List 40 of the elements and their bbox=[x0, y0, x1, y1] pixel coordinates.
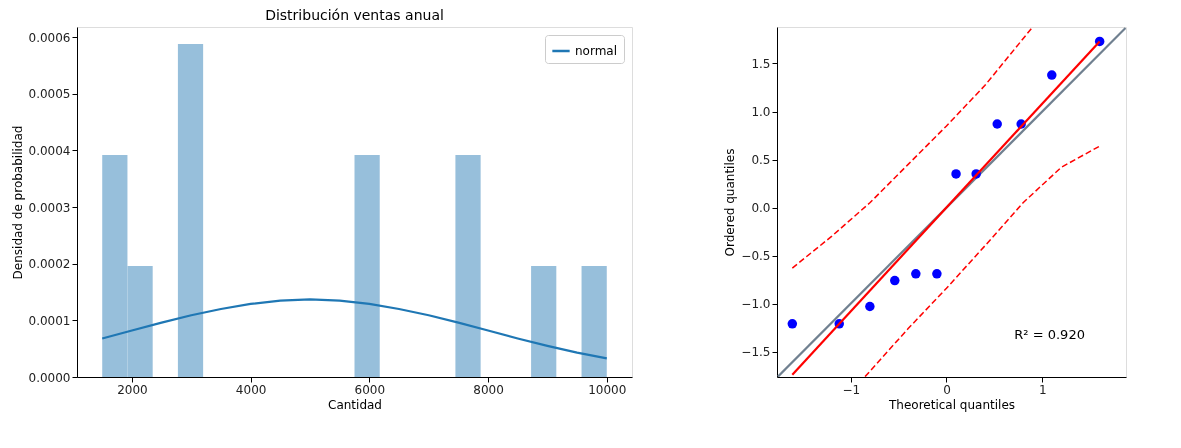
y-tick-label: 0.0003 bbox=[28, 200, 71, 215]
line-series bbox=[791, 27, 1034, 269]
x-tick-label: −1 bbox=[842, 382, 861, 397]
y-axis-title: Ordered quantiles bbox=[723, 148, 738, 257]
point bbox=[890, 275, 900, 286]
line-series bbox=[864, 145, 1101, 377]
y-tick-label: 1.0 bbox=[751, 105, 771, 120]
y-tick-label: −1.5 bbox=[741, 345, 771, 360]
y-tick-label: 0.0004 bbox=[28, 143, 71, 158]
point bbox=[1047, 70, 1057, 80]
y-tick-label: 0.0005 bbox=[28, 87, 71, 102]
y-tick-label: −0.5 bbox=[741, 249, 771, 264]
point bbox=[992, 119, 1002, 129]
point bbox=[932, 269, 942, 279]
x-axis-title: Cantidad bbox=[328, 397, 382, 412]
y-tick-label: 0.0006 bbox=[28, 30, 71, 45]
y-tick-label: 0.0000 bbox=[28, 370, 71, 385]
line-series bbox=[101, 298, 608, 360]
point bbox=[951, 169, 961, 179]
y-tick-label: −1.0 bbox=[741, 297, 771, 312]
y-tick-label: 0.0002 bbox=[28, 257, 71, 272]
x-axis-title: Theoretical quantiles bbox=[887, 397, 1016, 412]
x-tick-label: 2000 bbox=[117, 382, 148, 397]
point bbox=[865, 301, 875, 312]
x-tick-label: 1 bbox=[1038, 382, 1047, 397]
legend-label: normal bbox=[575, 44, 618, 58]
y-tick-label: 0.0001 bbox=[28, 313, 71, 328]
x-tick-label: 4000 bbox=[235, 382, 267, 397]
x-tick-label: 0 bbox=[943, 382, 951, 397]
y-axis-title: Densidad de probabilidad bbox=[10, 125, 25, 280]
x-tick-label: 6000 bbox=[354, 382, 386, 397]
y-tick-label: 0.5 bbox=[751, 153, 771, 168]
point bbox=[911, 269, 921, 279]
chart-title: Distribución ventas anual bbox=[265, 7, 444, 23]
y-tick-label: 0.0 bbox=[751, 201, 771, 216]
x-tick-label: 8000 bbox=[473, 382, 504, 397]
x-tick-label: 10000 bbox=[588, 382, 627, 397]
annotation: R² = 0.920 bbox=[1014, 327, 1085, 342]
y-tick-label: 1.5 bbox=[751, 57, 771, 71]
point bbox=[787, 319, 798, 329]
